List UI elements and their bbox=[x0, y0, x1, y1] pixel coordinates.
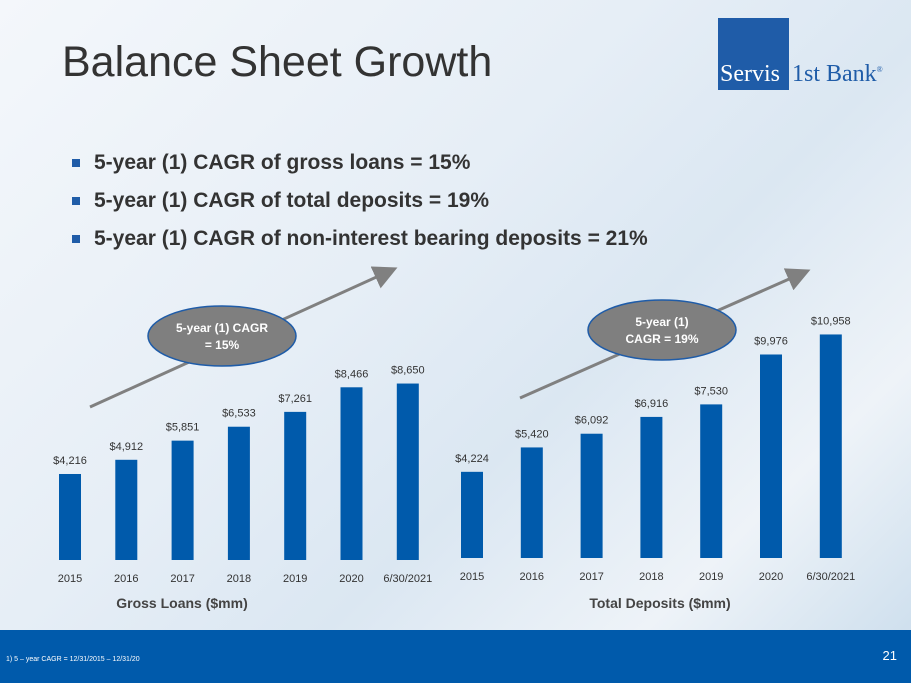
data-label: $10,958 bbox=[811, 315, 851, 327]
bullet-item: 5-year (1) CAGR of gross loans = 15% bbox=[72, 144, 648, 182]
chart-title: Gross Loans ($mm) bbox=[116, 595, 247, 611]
x-tick-label: 2016 bbox=[520, 571, 544, 583]
bar bbox=[115, 459, 138, 560]
data-label: $6,092 bbox=[575, 415, 609, 427]
data-label: $6,916 bbox=[635, 398, 669, 410]
x-tick-label: 6/30/2021 bbox=[806, 571, 855, 583]
chart-title: Total Deposits ($mm) bbox=[589, 595, 730, 611]
data-label: $5,851 bbox=[166, 422, 200, 434]
bar bbox=[640, 416, 663, 558]
data-label: $4,912 bbox=[109, 441, 143, 453]
data-label: $6,533 bbox=[222, 408, 256, 420]
bullet-item: 5-year (1) CAGR of non-interest bearing … bbox=[72, 220, 648, 258]
bar bbox=[171, 440, 194, 560]
bullet-square-icon bbox=[72, 235, 80, 243]
cagr-callout-text: = 15% bbox=[205, 338, 240, 352]
data-label: $4,224 bbox=[455, 453, 489, 465]
bar bbox=[461, 471, 483, 558]
bullet-square-icon bbox=[72, 159, 80, 167]
x-tick-label: 2017 bbox=[579, 571, 603, 583]
x-tick-label: 6/30/2021 bbox=[383, 573, 432, 585]
x-tick-label: 2017 bbox=[170, 573, 194, 585]
x-tick-label: 2020 bbox=[339, 573, 363, 585]
data-label: $8,650 bbox=[391, 365, 425, 377]
bar bbox=[520, 447, 543, 558]
x-tick-label: 2015 bbox=[460, 571, 484, 583]
cagr-callout-text: 5-year (1) bbox=[635, 315, 688, 329]
bar bbox=[580, 433, 603, 558]
data-label: $7,530 bbox=[694, 385, 728, 397]
footnote: 1) 5 – year CAGR = 12/31/2015 – 12/31/20 bbox=[6, 656, 140, 663]
x-tick-label: 2018 bbox=[639, 571, 663, 583]
bar bbox=[819, 334, 842, 558]
x-tick-label: 2015 bbox=[58, 573, 82, 585]
x-tick-label: 2020 bbox=[759, 571, 783, 583]
cagr-callout bbox=[587, 299, 737, 361]
cagr-callout-text: CAGR = 19% bbox=[625, 332, 698, 346]
x-tick-label: 2019 bbox=[283, 573, 307, 585]
bar bbox=[227, 426, 250, 560]
cagr-callout bbox=[147, 305, 297, 367]
bar bbox=[284, 411, 307, 560]
data-label: $4,216 bbox=[53, 455, 87, 467]
page-number: 21 bbox=[882, 648, 897, 663]
x-tick-label: 2016 bbox=[114, 573, 138, 585]
page-title: Balance Sheet Growth bbox=[62, 38, 493, 86]
footer-bar: 1) 5 – year CAGR = 12/31/2015 – 12/31/20… bbox=[0, 630, 911, 683]
data-label: $8,466 bbox=[335, 368, 369, 380]
bar bbox=[340, 387, 363, 560]
bullet-list: 5-year (1) CAGR of gross loans = 15% 5-y… bbox=[72, 144, 648, 258]
bullet-square-icon bbox=[72, 197, 80, 205]
charts: $4,216 2015 $4,912 2016 $5,851 2017 $6,533 2018… bbox=[53, 266, 855, 611]
x-tick-label: 2019 bbox=[699, 571, 723, 583]
cagr-callout-text: 5-year (1) CAGR bbox=[176, 321, 268, 335]
x-tick-label: 2018 bbox=[227, 573, 251, 585]
bar bbox=[760, 354, 782, 558]
data-label: $9,976 bbox=[754, 335, 788, 347]
data-label: $7,261 bbox=[278, 393, 312, 405]
bar bbox=[396, 383, 419, 560]
bar bbox=[700, 404, 723, 558]
bullet-item: 5-year (1) CAGR of total deposits = 19% bbox=[72, 182, 648, 220]
bar bbox=[59, 473, 81, 560]
servisfirst-logo: Servis 1st Bank® bbox=[718, 18, 890, 90]
data-label: $5,420 bbox=[515, 428, 549, 440]
